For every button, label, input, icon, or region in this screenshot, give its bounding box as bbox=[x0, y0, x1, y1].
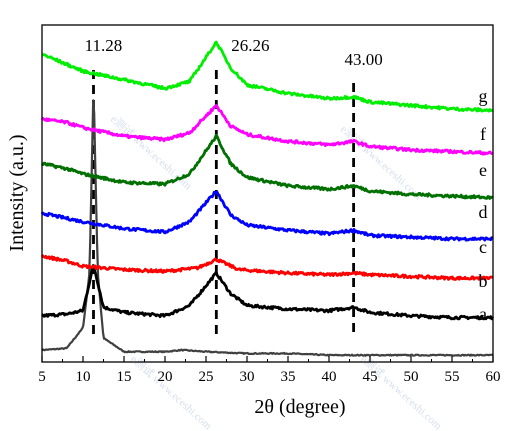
peak-label: 26.26 bbox=[231, 36, 269, 55]
watermark: e测试 www.eceshi.com bbox=[358, 353, 445, 431]
watermark: e测试 www.eceshi.com bbox=[128, 353, 215, 431]
trace-label-c: c bbox=[479, 237, 487, 257]
x-tick-label: 30 bbox=[240, 369, 255, 385]
x-tick-label: 55 bbox=[445, 369, 460, 385]
x-tick-label: 45 bbox=[363, 369, 378, 385]
peak-label: 11.28 bbox=[85, 36, 123, 55]
trace-c bbox=[40, 254, 494, 281]
trace-f bbox=[40, 104, 494, 156]
x-axis-ticks: 5 10 15 20 25 30 35 40 45 50 55 60 bbox=[38, 356, 501, 385]
trace-label-f: f bbox=[480, 124, 486, 144]
x-tick-label: 15 bbox=[117, 369, 132, 385]
x-tick-label: 5 bbox=[38, 369, 46, 385]
x-tick-label: 60 bbox=[486, 369, 501, 385]
x-axis-title: 2θ (degree) bbox=[254, 396, 345, 418]
trace-e bbox=[40, 133, 494, 200]
x-tick-label: 25 bbox=[199, 369, 214, 385]
xrd-traces bbox=[40, 40, 494, 357]
x-tick-label: 40 bbox=[322, 369, 337, 385]
x-tick-label: 20 bbox=[158, 369, 173, 385]
peak-labels: 11.28 26.26 43.00 bbox=[85, 36, 383, 69]
reference-lines bbox=[92, 70, 356, 338]
x-tick-label: 35 bbox=[281, 369, 296, 385]
trace-label-e: e bbox=[479, 160, 487, 180]
trace-label-d: d bbox=[479, 202, 488, 222]
x-tick-label: 10 bbox=[76, 369, 91, 385]
trace-d bbox=[40, 190, 494, 242]
trace-label-a: a bbox=[479, 304, 487, 324]
y-axis-title: Intensity (a.u.) bbox=[6, 134, 28, 251]
trace-g bbox=[41, 40, 494, 113]
trace-label-b: b bbox=[479, 271, 488, 291]
peak-label: 43.00 bbox=[344, 50, 382, 69]
trace-b bbox=[41, 264, 494, 321]
x-tick-label: 50 bbox=[404, 369, 419, 385]
trace-a bbox=[41, 99, 493, 357]
trace-label-g: g bbox=[479, 86, 488, 106]
